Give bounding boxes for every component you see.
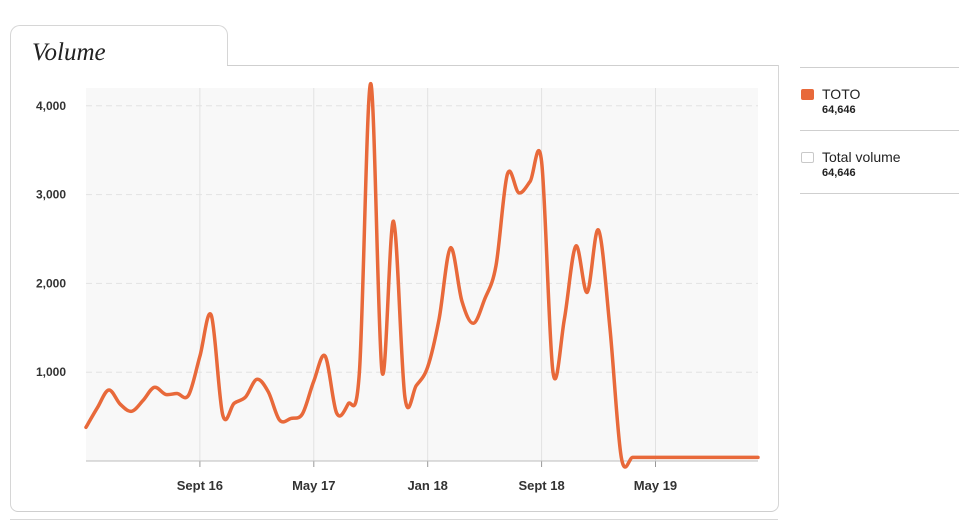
volume-chart: 1,000 2,000 3,000 4,000 Sept 16 May 17 Jan 18 S… <box>36 81 760 493</box>
legend-item-toto[interactable]: TOTO 64,646 <box>800 67 959 130</box>
legend-value-toto: 64,646 <box>822 104 856 116</box>
plot-background <box>86 88 758 461</box>
y-tick-label: 3,000 <box>36 188 66 202</box>
x-tick-label: Sept 18 <box>518 478 564 493</box>
x-tick-label: Jan 18 <box>407 478 447 493</box>
legend-swatch-total-volume <box>801 152 814 163</box>
legend-swatch-toto <box>801 89 814 100</box>
legend-label-total-volume: Total volume <box>822 149 901 165</box>
chart-box <box>10 65 779 512</box>
legend-label-toto: TOTO <box>822 86 861 102</box>
panel-shadow-line <box>10 519 778 520</box>
panel-title: Volume <box>32 39 106 66</box>
x-tick-label: Sept 16 <box>177 478 223 493</box>
volume-panel: Volume <box>10 25 779 513</box>
series-line-toto <box>84 81 760 469</box>
x-tick-label: May 17 <box>292 478 335 493</box>
panel-tab[interactable]: Volume <box>10 25 228 66</box>
tab-divider <box>227 65 778 66</box>
legend: TOTO 64,646 Total volume 64,646 <box>800 67 959 194</box>
legend-item-total-volume[interactable]: Total volume 64,646 <box>800 130 959 194</box>
y-tick-label: 1,000 <box>36 365 66 379</box>
y-tick-label: 4,000 <box>36 99 66 113</box>
y-tick-label: 2,000 <box>36 276 66 290</box>
legend-value-total-volume: 64,646 <box>822 167 856 179</box>
x-tick-label: May 19 <box>634 478 677 493</box>
